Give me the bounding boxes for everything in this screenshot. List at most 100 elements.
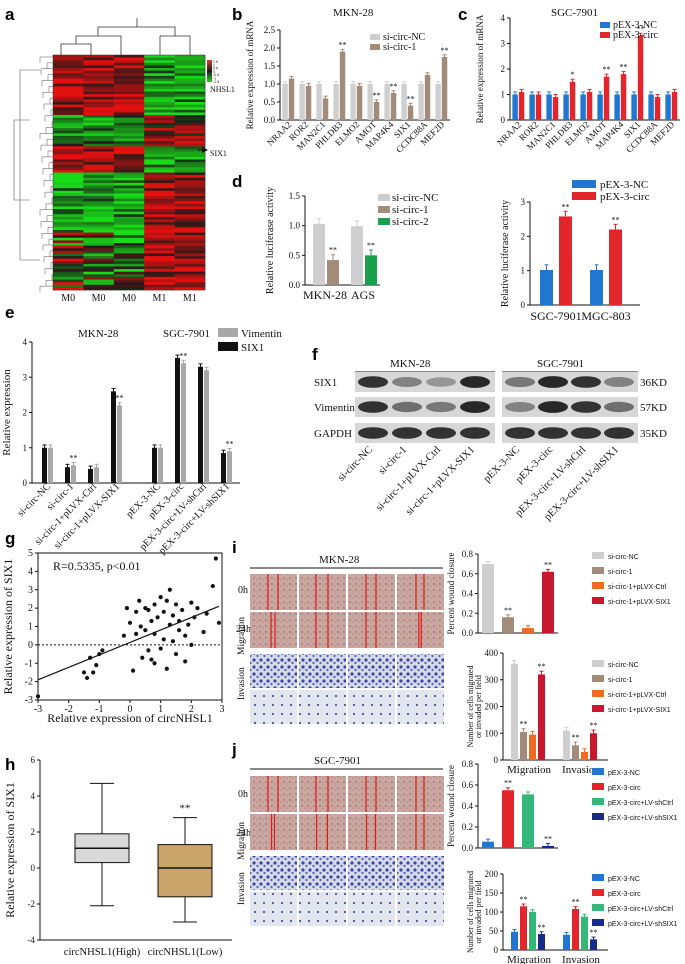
heatmap-cell [83, 185, 115, 189]
heatmap-cell [53, 211, 84, 215]
chart-j-wound-closure: 0.0 0.2 0.4 0.6 0.8 Percent wound closure ** **… [446, 759, 677, 853]
y-tick-label: 3 [501, 39, 506, 49]
heatmap-cell [53, 154, 84, 158]
dendrogram-branch [51, 121, 53, 128]
group-title: SGC-7901 [163, 328, 210, 340]
bar [65, 467, 70, 483]
heatmap-cell [83, 60, 115, 64]
bar [322, 98, 329, 120]
bar [435, 84, 441, 120]
heatmap-cell [174, 75, 206, 79]
heatmap-cell [174, 203, 206, 207]
significance-mark: ** [538, 662, 546, 671]
legend-label: pEX-3-circ [613, 30, 659, 41]
scatter-point [164, 598, 169, 603]
heatmap-cell [113, 201, 145, 205]
legend-label: si-circ-NC [383, 32, 426, 43]
heatmap-label-six1: SIX1 [210, 149, 227, 158]
legend-swatch [592, 660, 604, 667]
heatmap-cell [144, 206, 175, 210]
heatmap-cell [53, 271, 84, 275]
heatmap-cell [83, 88, 115, 92]
heatmap-cell [174, 164, 206, 168]
heatmap-cell [83, 117, 115, 121]
y-tick-label: 1 [501, 90, 506, 100]
wound-image [397, 574, 444, 610]
legend-swatch [592, 904, 604, 911]
heatmap-cell [174, 128, 206, 132]
heatmap-cell [53, 133, 84, 137]
bar [158, 447, 163, 483]
heatmap-cell [174, 167, 206, 171]
chart-g-scatter: -3 -2 -1 0 1 2 3 4 5 -3 -2 -1 0 1 2 3 R=0.5335, p<0.01 Re… [1, 548, 225, 725]
micro-j-0h: 0h [238, 789, 248, 800]
heatmap-cell [144, 65, 175, 69]
heatmap-cell [53, 169, 84, 173]
heatmap-cell [144, 104, 175, 108]
dendrogram-branch [40, 68, 53, 75]
heatmap-cell [83, 175, 115, 179]
chart-h-boxplot: -4 -2 0 2 4 6 Relative expression of SIX1 circN… [3, 755, 232, 958]
heatmap-cell [53, 182, 84, 186]
y-axis-title: Relative expression of SIX1 [1, 559, 15, 695]
blot-band [426, 401, 456, 413]
heatmap-cell [144, 68, 175, 71]
scatter-point [152, 602, 157, 607]
transwell-image [397, 654, 444, 688]
bar [581, 751, 588, 760]
transwell-image [250, 690, 297, 724]
heatmap-cell [83, 203, 115, 207]
heatmap-cell [83, 224, 115, 228]
heatmap-cell [83, 235, 115, 239]
heatmap-cell [144, 211, 175, 215]
heatmap-cell [113, 253, 145, 257]
blot-band [460, 427, 490, 439]
heatmap-cell [174, 151, 206, 155]
bar [42, 447, 47, 483]
scatter-point [170, 613, 176, 618]
y-tick-label: 0 [501, 115, 506, 125]
bar [221, 453, 226, 483]
y-tick-label: 0.4 [462, 801, 474, 811]
heatmap-cell [113, 55, 145, 58]
heatmap-cell [144, 167, 175, 171]
bar [522, 628, 534, 633]
y-tick-label: 0 [23, 478, 28, 488]
legend-label: si-circ-NC [608, 554, 639, 561]
heatmap-cell [174, 198, 206, 202]
bar [71, 465, 76, 483]
scatter-point [91, 670, 96, 675]
y-tick-label: 2 [501, 64, 506, 74]
heatmap-cell [113, 232, 145, 236]
significance-mark: ** [603, 65, 611, 74]
heatmap-cell [83, 73, 115, 77]
panel-label-d: d [232, 172, 242, 191]
heatmap-cell [53, 70, 84, 74]
blot-kd-label: 57KD [640, 402, 667, 414]
blot-band [571, 427, 601, 439]
heatmap-cell [53, 112, 84, 116]
heatmap-cell [113, 96, 145, 100]
dendrogram-branch [44, 115, 53, 122]
heatmap-cell [113, 203, 145, 207]
y-axis-title: Number of cells migrated [466, 666, 475, 748]
heatmap-cell [53, 162, 84, 165]
heatmap-cell [53, 55, 84, 58]
y-tick-label: 4 [31, 791, 36, 801]
heatmap-cell [53, 263, 84, 267]
heatmap-cell [113, 175, 145, 179]
y-tick-label: 3 [23, 372, 28, 382]
legend-label: pEX-3-circ [608, 891, 641, 898]
heatmap-cell [83, 151, 115, 155]
bar [88, 468, 93, 483]
transwell-image [397, 892, 444, 926]
heatmap-cell [174, 232, 206, 236]
heatmap-cell [144, 256, 175, 259]
heatmap-cell [144, 227, 175, 231]
heatmap-cell [113, 206, 145, 210]
blot-strip [502, 397, 638, 417]
bar [538, 934, 545, 950]
scatter-point [130, 668, 136, 673]
heatmap-cell [174, 57, 206, 61]
significance-mark: ** [572, 898, 580, 907]
